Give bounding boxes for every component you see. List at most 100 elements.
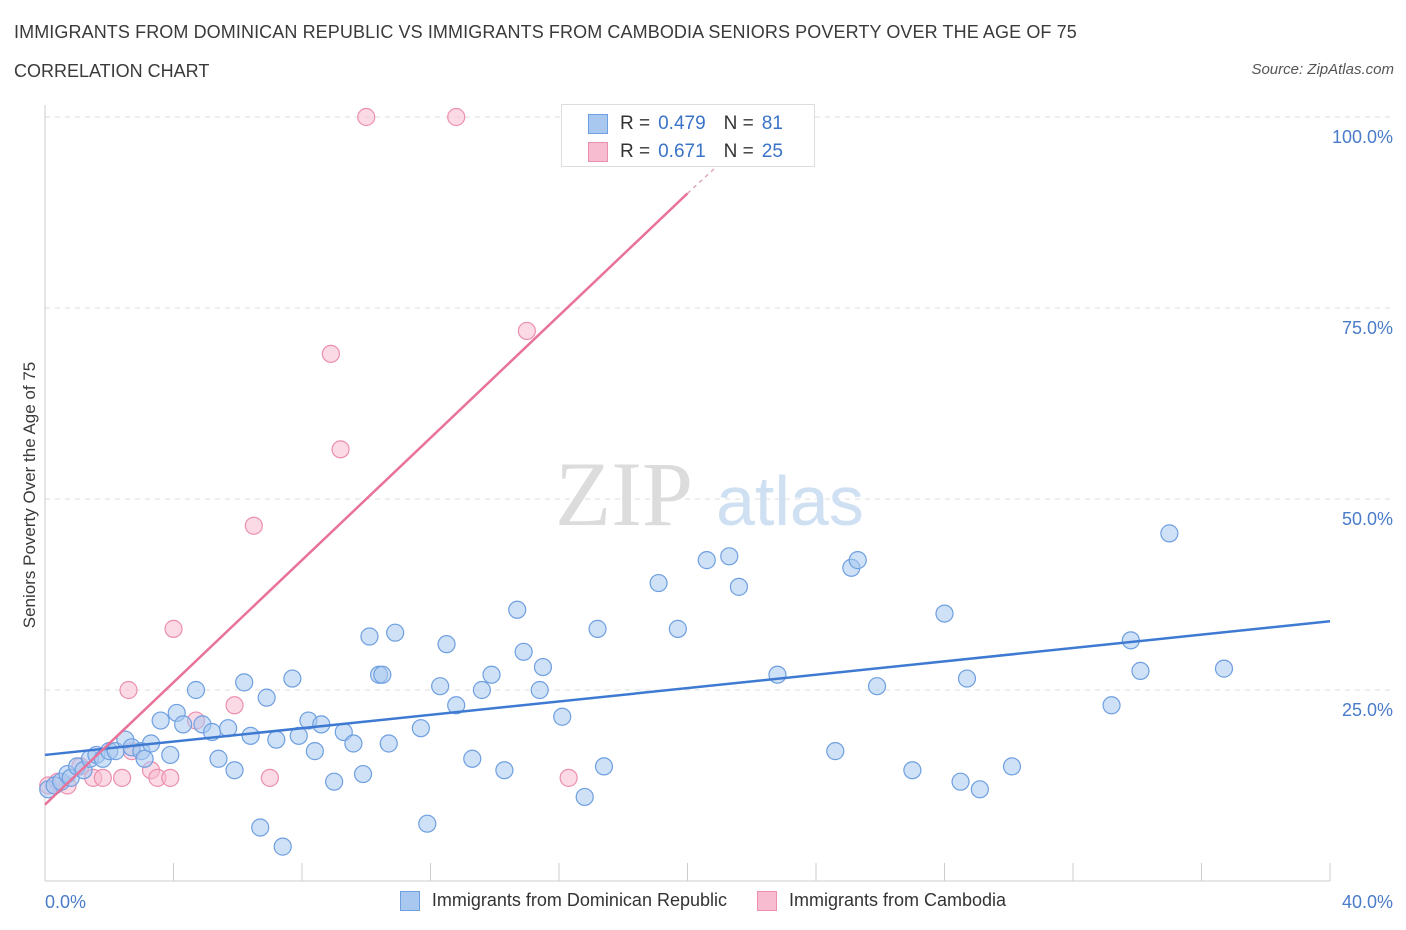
point-cambodia [321, 344, 341, 363]
point-dominican [530, 680, 549, 700]
point-dominican [241, 726, 260, 745]
legend-row-dominican: R = 0.479 N = 81 [588, 112, 783, 136]
correlation-legend: R = 0.479 N = 81 R = 0.671 N = 25 [561, 104, 815, 167]
point-cambodia [260, 768, 279, 787]
point-dominican [161, 745, 180, 765]
y-tick-label: 75.0% [1342, 318, 1393, 338]
axes [44, 105, 1331, 882]
point-dominican [267, 730, 286, 749]
legend-row-cambodia: R = 0.671 N = 25 [588, 140, 783, 164]
point-dominican [720, 547, 739, 566]
x-tick-label-min: 0.0% [45, 892, 86, 912]
legend-n-label: N = [723, 113, 754, 134]
point-dominican [283, 669, 302, 688]
point-dominican [1002, 757, 1022, 776]
point-dominican [386, 623, 405, 642]
point-dominican [186, 680, 206, 700]
point-dominican [575, 787, 594, 807]
legend-n-label: N = [723, 141, 754, 162]
point-dominican [431, 677, 450, 696]
point-dominican [495, 761, 514, 780]
point-dominican [729, 577, 749, 596]
series-legend-label: Immigrants from Cambodia [789, 890, 1007, 910]
series-legend-cambodia: Immigrants from Cambodia [757, 890, 1006, 911]
y-tick-label: 50.0% [1342, 509, 1393, 529]
point-dominican [325, 772, 344, 791]
point-dominican [848, 551, 867, 570]
chart-title: IMMIGRANTS FROM DOMINICAN REPUBLIC VS IM… [14, 22, 1077, 42]
point-dominican [174, 715, 193, 734]
point-dominican [951, 772, 970, 791]
point-cambodia [93, 768, 112, 787]
point-dominican [482, 665, 501, 684]
source-label: Source: ZipAtlas.com [1251, 61, 1394, 78]
point-dominican [411, 719, 430, 738]
legend-r-value: 0.479 [658, 113, 706, 134]
point-dominican [463, 749, 482, 768]
legend-n-value: 81 [761, 113, 783, 134]
point-cambodia [112, 768, 132, 787]
point-dominican [353, 764, 373, 784]
point-dominican [553, 707, 572, 726]
point-dominican [305, 742, 324, 761]
trend-line-dominican [44, 619, 1331, 757]
series-legend: Immigrants from Dominican Republic Immig… [0, 890, 1406, 911]
point-dominican [209, 749, 228, 768]
series-cambodia-points [39, 107, 578, 795]
point-cambodia [225, 696, 244, 715]
point-dominican [344, 734, 363, 753]
series-legend-swatch-dominican [399, 890, 420, 911]
point-dominican [649, 573, 668, 593]
y-axis-label: Seniors Poverty Over the Age of 75 [20, 361, 39, 629]
point-dominican [970, 780, 989, 799]
point-dominican [697, 551, 716, 570]
point-dominican [225, 761, 244, 780]
point-dominican [1131, 661, 1150, 681]
point-dominican [903, 761, 922, 780]
watermark: ZIP atlas [555, 443, 864, 545]
point-cambodia [331, 440, 350, 459]
point-cambodia [164, 619, 183, 638]
x-tick-label-max: 40.0% [1342, 892, 1393, 912]
point-dominican [826, 742, 845, 761]
point-dominican [273, 837, 292, 856]
legend-r-label: R = [620, 113, 651, 134]
point-dominican [235, 673, 254, 692]
point-cambodia [447, 107, 466, 127]
point-dominican [151, 711, 170, 730]
point-dominican [1160, 524, 1179, 543]
trend-line-cambodia [44, 192, 689, 806]
point-dominican [135, 749, 154, 768]
legend-n-value: 25 [761, 141, 783, 162]
point-dominican [360, 627, 379, 646]
legend-swatch-cambodia [588, 142, 608, 162]
point-dominican [437, 635, 456, 654]
point-dominican [418, 814, 437, 833]
point-dominican [379, 734, 398, 753]
y-tick-label: 100.0% [1332, 127, 1393, 147]
y-tick-label: 25.0% [1342, 700, 1393, 720]
point-dominican [668, 619, 687, 638]
watermark-zip: ZIP [555, 443, 693, 545]
point-dominican [935, 604, 954, 623]
point-dominican [1214, 659, 1234, 678]
legend-r-value: 0.671 [658, 141, 706, 162]
point-dominican [588, 619, 607, 638]
point-dominican [1102, 696, 1121, 715]
point-dominican [447, 696, 466, 715]
point-cambodia [119, 680, 138, 700]
point-dominican [472, 680, 491, 700]
point-dominican [867, 677, 887, 696]
point-dominican [251, 818, 270, 837]
point-cambodia [357, 107, 376, 127]
grid-lines [45, 116, 1393, 691]
point-dominican [257, 688, 276, 707]
point-dominican [508, 600, 527, 619]
point-dominican [768, 665, 787, 684]
point-dominican [957, 669, 977, 688]
point-cambodia [244, 516, 263, 535]
point-dominican [373, 665, 392, 684]
series-legend-swatch-cambodia [757, 890, 777, 911]
tick-labels: 25.0% 50.0% 75.0% 100.0% 0.0% 40.0% [45, 127, 1393, 912]
